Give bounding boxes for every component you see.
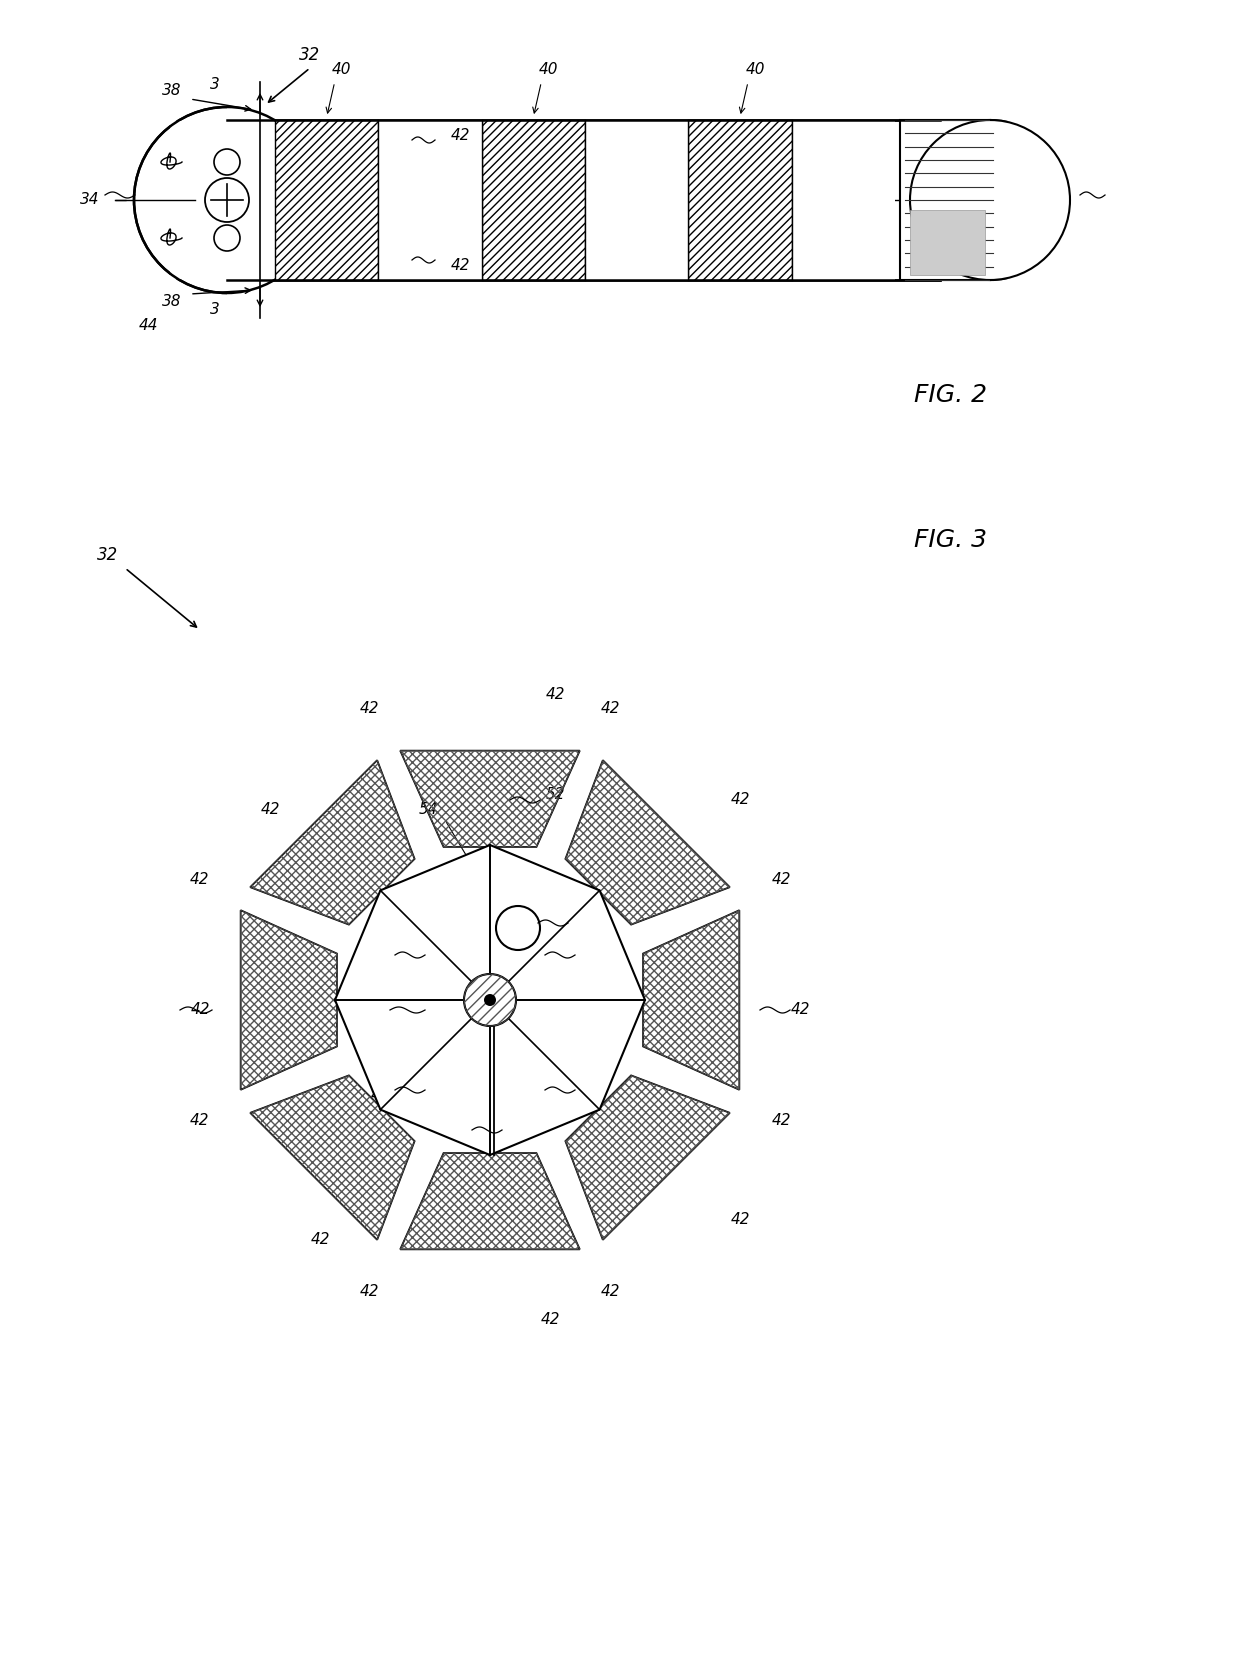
- Bar: [688, 120, 791, 280]
- Text: 38: 38: [162, 294, 182, 309]
- Polygon shape: [401, 751, 580, 846]
- Circle shape: [205, 179, 249, 222]
- Text: 42: 42: [450, 257, 470, 272]
- Circle shape: [215, 225, 241, 250]
- Bar: [990, 120, 1154, 279]
- Bar: [170, 120, 227, 279]
- Text: 42: 42: [730, 793, 750, 808]
- Text: 46: 46: [531, 943, 549, 958]
- Text: 34: 34: [81, 192, 99, 207]
- Bar: [791, 120, 895, 280]
- Circle shape: [215, 149, 241, 175]
- Text: 40: 40: [332, 62, 351, 77]
- Circle shape: [134, 107, 320, 294]
- Text: 42: 42: [546, 688, 564, 703]
- Bar: [900, 120, 990, 280]
- Polygon shape: [565, 1075, 730, 1240]
- Text: 42: 42: [601, 701, 620, 716]
- Text: 44: 44: [138, 317, 157, 332]
- Polygon shape: [250, 1075, 414, 1240]
- Bar: [481, 120, 585, 280]
- Text: 32: 32: [299, 47, 321, 63]
- Text: 42: 42: [601, 1283, 620, 1298]
- Polygon shape: [335, 845, 645, 1155]
- Circle shape: [910, 120, 1070, 280]
- Text: 40: 40: [745, 62, 765, 77]
- Text: 44: 44: [361, 998, 379, 1013]
- Polygon shape: [565, 759, 730, 925]
- Text: 42: 42: [190, 1113, 208, 1128]
- Circle shape: [200, 709, 780, 1290]
- Polygon shape: [644, 910, 739, 1090]
- Circle shape: [484, 995, 496, 1006]
- Text: 52: 52: [546, 788, 564, 803]
- Text: FIG. 3: FIG. 3: [914, 527, 987, 552]
- Polygon shape: [401, 1153, 580, 1250]
- Polygon shape: [250, 759, 414, 925]
- Bar: [195, 120, 940, 280]
- Text: 42: 42: [771, 1113, 791, 1128]
- Bar: [585, 120, 688, 280]
- Text: 42: 42: [541, 1312, 559, 1327]
- Text: 42: 42: [190, 1003, 210, 1018]
- Text: FIG. 2: FIG. 2: [914, 382, 987, 407]
- Text: 42: 42: [310, 1232, 330, 1247]
- Text: 42: 42: [730, 1212, 750, 1227]
- Text: 32: 32: [98, 546, 119, 564]
- Text: 50: 50: [573, 916, 593, 931]
- Text: 42: 42: [190, 871, 208, 886]
- Text: 40: 40: [538, 62, 558, 77]
- Bar: [275, 120, 378, 280]
- Text: 36: 36: [1115, 192, 1135, 207]
- Text: 3: 3: [210, 77, 219, 92]
- Text: 42: 42: [790, 1003, 810, 1018]
- Text: 42: 42: [360, 1283, 379, 1298]
- Bar: [378, 120, 481, 280]
- Polygon shape: [241, 910, 337, 1090]
- Text: 38: 38: [162, 83, 182, 98]
- Text: 42: 42: [360, 701, 379, 716]
- Text: 54: 54: [418, 803, 438, 818]
- Text: 42: 42: [771, 871, 791, 886]
- Circle shape: [464, 975, 516, 1026]
- Text: 3: 3: [210, 302, 219, 317]
- Text: 42: 42: [450, 127, 470, 142]
- Bar: [910, 210, 985, 275]
- Text: 46: 46: [531, 1088, 549, 1103]
- Circle shape: [496, 906, 539, 950]
- Text: 48: 48: [485, 1140, 505, 1155]
- Text: 46: 46: [371, 1088, 389, 1103]
- Text: 46: 46: [371, 943, 389, 958]
- Text: 42: 42: [260, 803, 280, 818]
